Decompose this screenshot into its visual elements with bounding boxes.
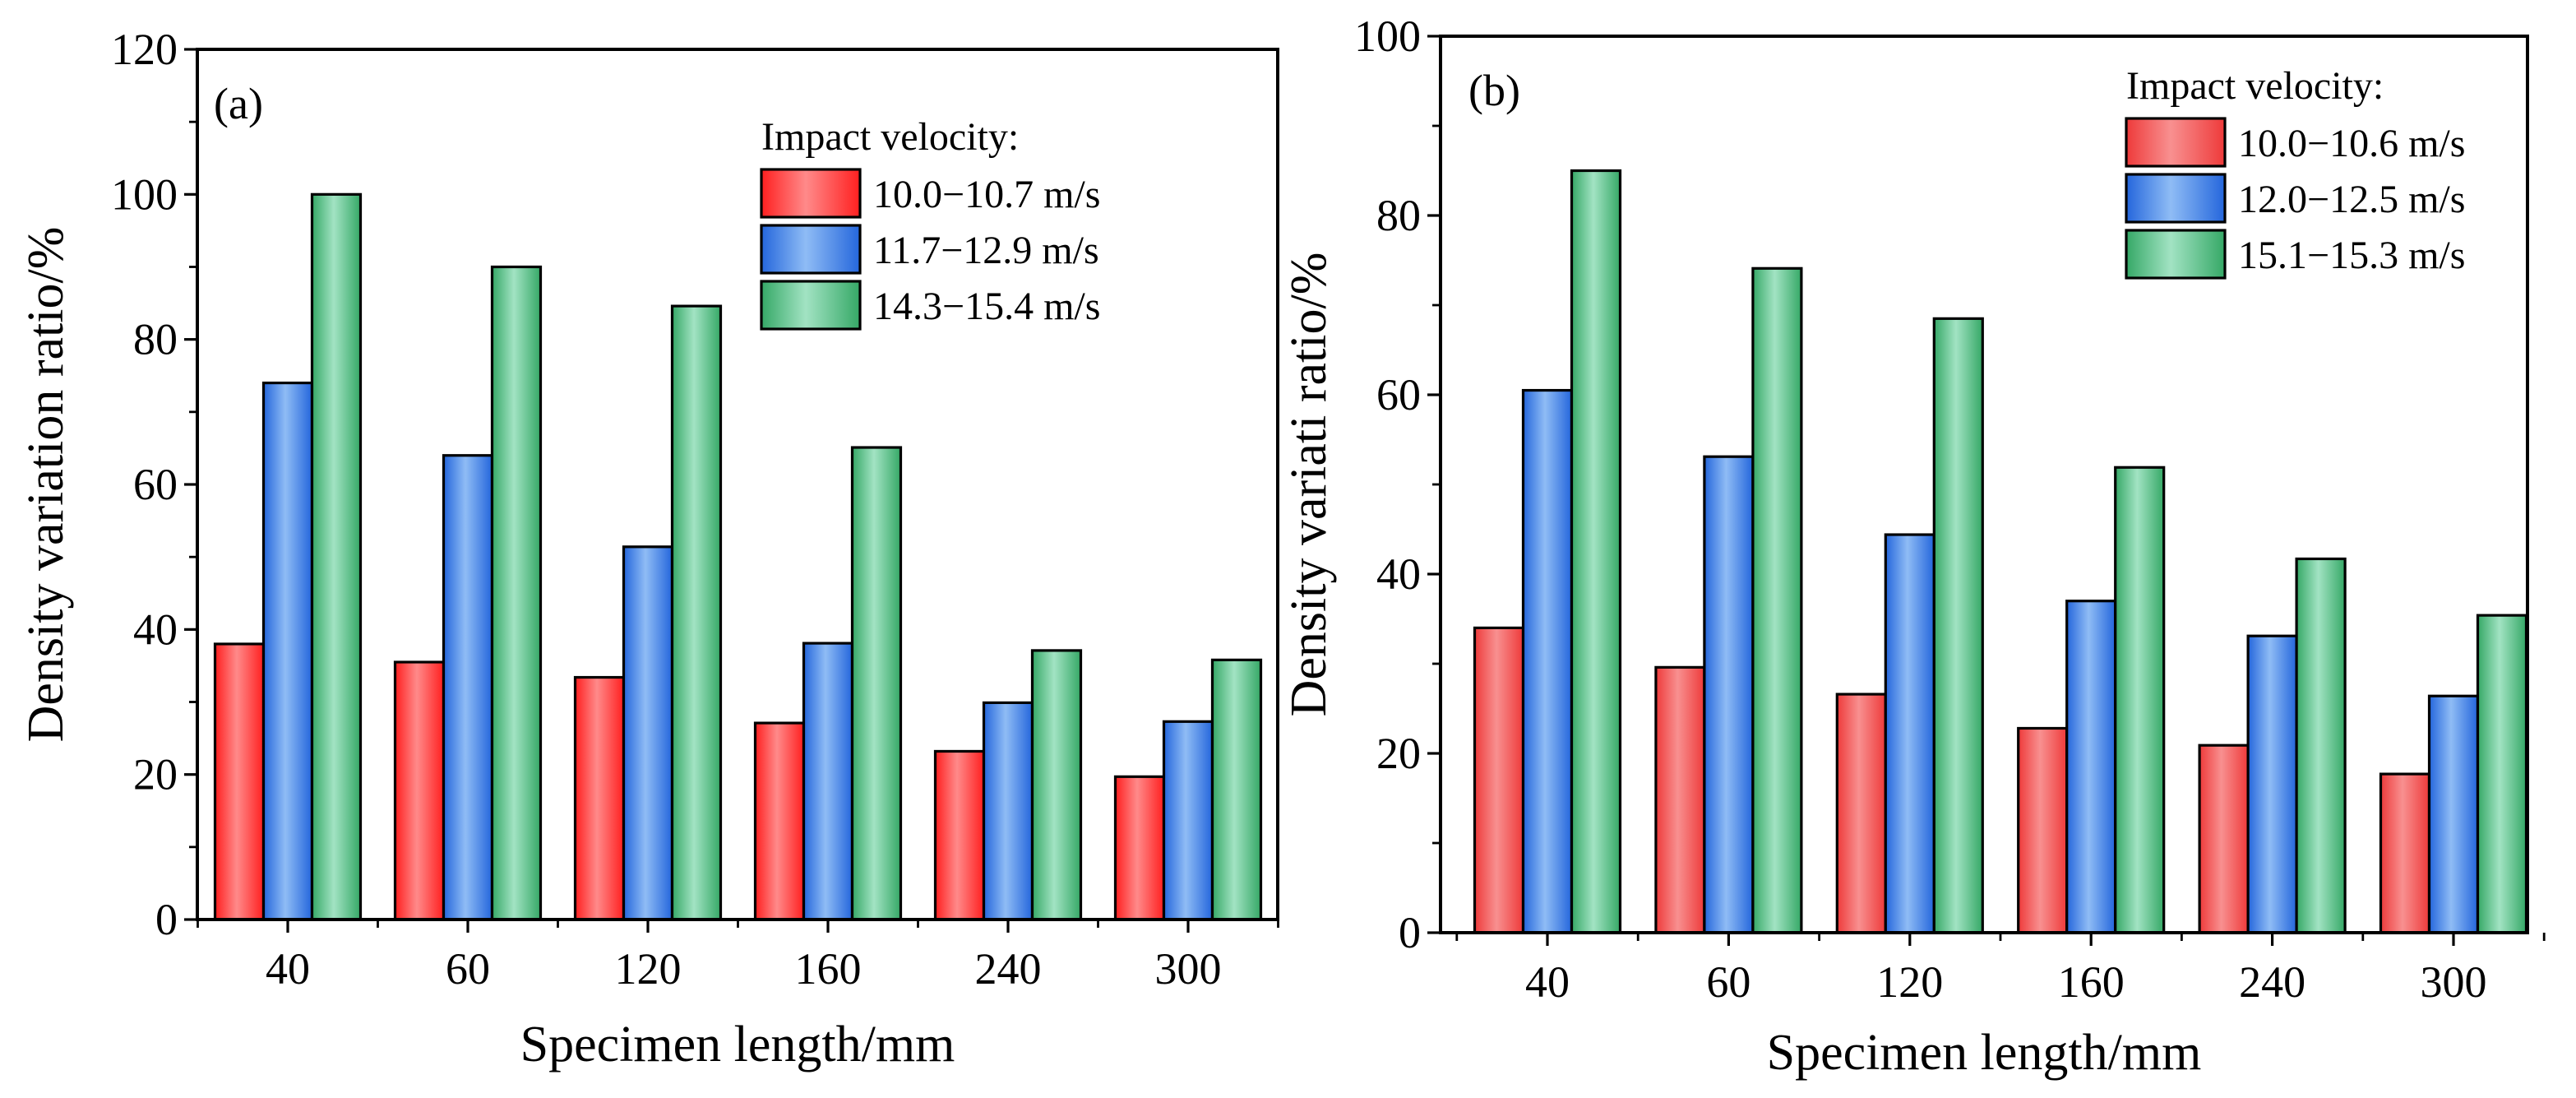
x-tick-label: 40 (1525, 957, 1570, 1007)
legend-title: Impact velocity: (2126, 64, 2384, 108)
bar-green-160 (850, 446, 903, 921)
y-tick-label: 120 (111, 25, 178, 74)
x-tick-label: 40 (266, 944, 310, 994)
bar-red-60 (393, 660, 446, 921)
bar-blue-300 (1162, 720, 1214, 921)
legend-label: 12.0−12.5 m/s (2238, 178, 2465, 221)
bar-red-240 (933, 749, 986, 921)
legend-label: 15.1−15.3 m/s (2238, 234, 2465, 277)
bar-green-160 (2114, 466, 2166, 934)
y-tick-label: 20 (133, 750, 178, 799)
bar-blue-60 (442, 454, 494, 921)
panel-label: (a) (214, 79, 263, 128)
x-tick-label: 300 (2421, 957, 2487, 1007)
x-tick-label: 160 (2058, 957, 2125, 1007)
y-tick-label: 100 (111, 169, 178, 219)
bar-blue-60 (1703, 455, 1755, 934)
legend-swatch-blue (2125, 173, 2227, 224)
x-tick-label: 240 (975, 944, 1042, 994)
legend-swatch-red (2125, 117, 2227, 168)
bar-blue-240 (2246, 634, 2298, 934)
bar-red-160 (753, 721, 806, 921)
chart-panel-a: 0 20 40 60 80 100 120 40 60 120 160 240 300 Specimen … (18, 25, 1279, 1073)
bar-red-120 (1835, 693, 1887, 934)
chart-panel-b: 0 20 40 60 80 100 40 60 120 160 240 300 Specimen len… (1281, 12, 2546, 1081)
bar-green-40 (1570, 169, 1622, 934)
bar-red-40 (1473, 626, 1525, 934)
bar-red-300 (2379, 772, 2431, 934)
x-tick-label: 60 (446, 944, 490, 994)
legend-label: 10.0−10.7 m/s (873, 173, 1100, 216)
bar-red-300 (1113, 775, 1166, 921)
bar-green-40 (310, 192, 363, 921)
y-tick-label: 60 (133, 460, 178, 509)
bar-red-60 (1654, 665, 1706, 934)
x-tick-label: 120 (615, 944, 682, 994)
legend-title: Impact velocity: (761, 115, 1019, 159)
panel-label: (b) (1468, 66, 1520, 115)
y-tick-label: 100 (1354, 12, 1421, 61)
bar-blue-160 (802, 642, 854, 921)
x-tick-label: 160 (795, 944, 862, 994)
y-tick-label: 40 (1376, 549, 1421, 599)
legend-swatch-blue (760, 224, 862, 275)
bar-red-160 (2017, 726, 2069, 934)
bar-blue-120 (622, 545, 674, 921)
legend-label: 11.7−12.9 m/s (873, 229, 1099, 272)
y-tick-label: 0 (155, 895, 178, 944)
y-tick-label: 0 (1399, 908, 1421, 957)
bar-blue-120 (1884, 533, 1935, 934)
bar-green-240 (2295, 557, 2347, 934)
bar-red-240 (2198, 744, 2250, 934)
x-tick-label: 240 (2239, 957, 2305, 1007)
y-tick-label: 20 (1376, 729, 1421, 778)
y-tick-label: 60 (1376, 370, 1421, 419)
bar-blue-160 (2065, 600, 2117, 934)
x-axis-label: Specimen length/mm (520, 1017, 955, 1073)
y-tick-label: 80 (133, 315, 178, 364)
bar-green-60 (1751, 266, 1803, 934)
y-tick-label: 80 (1376, 191, 1421, 240)
bar-green-120 (670, 304, 723, 921)
bar-green-60 (490, 265, 543, 921)
bar-blue-40 (1521, 388, 1574, 934)
bar-green-300 (2476, 614, 2528, 934)
legend-label: 10.0−10.6 m/s (2238, 122, 2465, 165)
bar-blue-40 (261, 381, 314, 921)
bar-green-120 (1932, 317, 1984, 934)
bar-green-240 (1030, 649, 1083, 921)
y-axis-label: Density variati ratio/% (1281, 252, 1337, 717)
bar-red-40 (213, 642, 266, 921)
bar-blue-240 (982, 701, 1034, 921)
x-tick-label: 120 (1876, 957, 1943, 1007)
bar-red-120 (573, 675, 626, 921)
bar-blue-300 (2427, 694, 2480, 934)
legend-swatch-red (760, 168, 862, 219)
bar-green-300 (1210, 658, 1263, 921)
x-tick-label: 60 (1706, 957, 1750, 1007)
legend-swatch-green (760, 280, 862, 331)
legend-swatch-green (2125, 229, 2227, 280)
x-axis-label: Specimen length/mm (1767, 1025, 2202, 1081)
y-axis-label: Density variation ratio/% (18, 227, 74, 743)
legend-label: 14.3−15.4 m/s (873, 285, 1100, 328)
x-tick-label: 300 (1155, 944, 1222, 994)
y-tick-label: 40 (133, 605, 178, 654)
